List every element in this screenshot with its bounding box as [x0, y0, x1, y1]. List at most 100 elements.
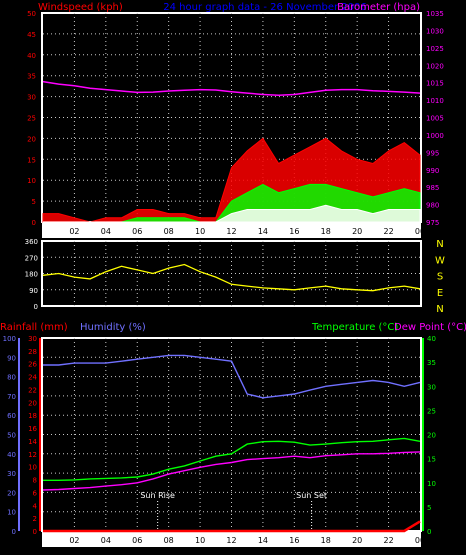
x-tick-label: 20	[352, 227, 362, 236]
temperature-tick-label: 35	[427, 359, 436, 367]
barometer-tick-label: 1035	[426, 10, 444, 18]
temperature-tick-label: 15	[427, 456, 436, 464]
x-tick-label: 22	[383, 227, 393, 236]
humidity-tick-label: 60	[7, 412, 16, 420]
x-axis-strip	[42, 222, 421, 238]
barometer-tick-label: 985	[426, 184, 439, 192]
x-tick-label: 22	[383, 536, 393, 545]
sun-event-label: Sun Set	[296, 491, 327, 500]
humidity-tick-label: 70	[7, 393, 16, 401]
compass-label: W	[435, 255, 445, 266]
barometer-tick-label: 1030	[426, 27, 444, 35]
barometer-tick-label: 1025	[426, 45, 444, 53]
rainfall-tick-label: 2	[33, 515, 37, 523]
x-tick-label: 14	[258, 536, 268, 545]
barometer-tick-label: 975	[426, 219, 439, 227]
humidity-axis-title: Humidity (%)	[80, 322, 146, 333]
windspeed-tick-label: 0	[32, 219, 36, 227]
humidity-tick-label: 100	[3, 335, 16, 343]
rainfall-tick-label: 10	[28, 464, 37, 472]
x-tick-label: 00	[415, 536, 425, 545]
rainfall-tick-label: 22	[28, 386, 37, 394]
barometer-tick-label: 995	[426, 149, 439, 157]
barometer-tick-label: 990	[426, 167, 439, 175]
x-tick-label: 16	[289, 536, 299, 545]
rainfall-tick-label: 16	[28, 425, 37, 433]
barometer-tick-label: 1015	[426, 80, 444, 88]
windspeed-tick-label: 15	[27, 156, 36, 164]
windspeed-tick-label: 5	[32, 198, 36, 206]
wind-series-3	[43, 204, 421, 223]
humidity-tick-label: 20	[7, 489, 16, 497]
windspeed-tick-label: 30	[27, 94, 36, 102]
x-tick-label: 00	[415, 227, 425, 236]
windspeed-tick-label: 20	[27, 135, 36, 143]
x-tick-label: 02	[69, 227, 79, 236]
temperature-axis-title: Temperature (°C)	[311, 322, 398, 333]
x-tick-label: 18	[321, 536, 331, 545]
humidity-tick-label: 30	[7, 470, 16, 478]
x-axis-strip	[42, 531, 421, 547]
temperature-tick-label: 5	[427, 504, 431, 512]
windspeed-tick-label: 50	[27, 10, 36, 18]
barometer-tick-label: 980	[426, 202, 439, 210]
rainfall-tick-label: 12	[28, 451, 37, 459]
barometer-tick-label: 1020	[426, 62, 444, 70]
windspeed-axis-title: Windspeed (kph)	[38, 2, 123, 13]
direction-tick-label: 270	[25, 254, 38, 262]
direction-tick-label: 360	[25, 238, 38, 246]
windspeed-tick-label: 40	[27, 52, 36, 60]
humidity-tick-label: 10	[7, 509, 16, 517]
x-tick-label: 06	[132, 536, 142, 545]
x-tick-label: 08	[164, 227, 174, 236]
direction-tick-label: 90	[29, 287, 38, 295]
chart-title: 24 hour graph data - 26 November 2006	[163, 2, 366, 13]
humidity-series	[43, 354, 421, 399]
rainfall-tick-label: 6	[33, 489, 38, 497]
temperature-tick-label: 25	[427, 407, 436, 415]
rainfall-series	[43, 520, 421, 533]
barometer-axis-title: Barometer (hpa)	[337, 2, 420, 13]
x-tick-label: 12	[226, 227, 236, 236]
sun-event-label: Sun Rise	[140, 491, 175, 500]
windspeed-tick-label: 25	[27, 115, 36, 123]
temperature-humidity-panel: 02 04 06 08 10 12 14 16 18 20 22 000102030405060708…	[3, 335, 436, 547]
rainfall-tick-label: 14	[28, 438, 37, 446]
temperature-tick-label: 20	[427, 432, 436, 440]
rainfall-tick-label: 28	[28, 348, 37, 356]
x-tick-label: 08	[164, 536, 174, 545]
temperature-tick-label: 40	[427, 335, 436, 343]
humidity-tick-label: 80	[7, 374, 16, 382]
compass-label: N	[436, 239, 443, 250]
barometer-tick-label: 1010	[426, 97, 444, 105]
direction-tick-label: 180	[25, 271, 38, 279]
direction-tick-label: 0	[34, 303, 38, 311]
x-tick-label: 02	[69, 536, 79, 545]
wind-barometer-panel: 02 04 06 08 10 12 14 16 18 20 22 000510152025303540…	[27, 10, 444, 238]
humidity-tick-label: 90	[7, 354, 16, 362]
dewpoint-axis-title: Dew Point (°C)	[394, 322, 466, 333]
windspeed-tick-label: 35	[27, 73, 36, 81]
rainfall-axis-title: Rainfall (mm)	[0, 322, 68, 333]
humidity-tick-label: 50	[7, 432, 16, 440]
rainfall-tick-label: 0	[33, 528, 37, 536]
humidity-tick-label: 0	[12, 528, 16, 536]
dewpoint-series	[42, 451, 421, 491]
wind-direction-series	[42, 263, 421, 292]
x-tick-label: 04	[101, 227, 111, 236]
temperature-tick-label: 30	[427, 383, 436, 391]
windspeed-tick-label: 45	[27, 31, 36, 39]
x-tick-label: 16	[289, 227, 299, 236]
x-tick-label: 10	[195, 227, 205, 236]
barometer-tick-label: 1000	[426, 132, 444, 140]
windspeed-tick-label: 10	[27, 177, 36, 185]
rainfall-tick-label: 24	[28, 374, 37, 382]
temperature-tick-label: 10	[427, 480, 436, 488]
rainfall-tick-label: 18	[28, 412, 37, 420]
x-tick-label: 18	[321, 227, 331, 236]
barometer-series	[42, 80, 421, 96]
x-tick-label: 20	[352, 536, 362, 545]
compass-label: S	[437, 272, 443, 283]
